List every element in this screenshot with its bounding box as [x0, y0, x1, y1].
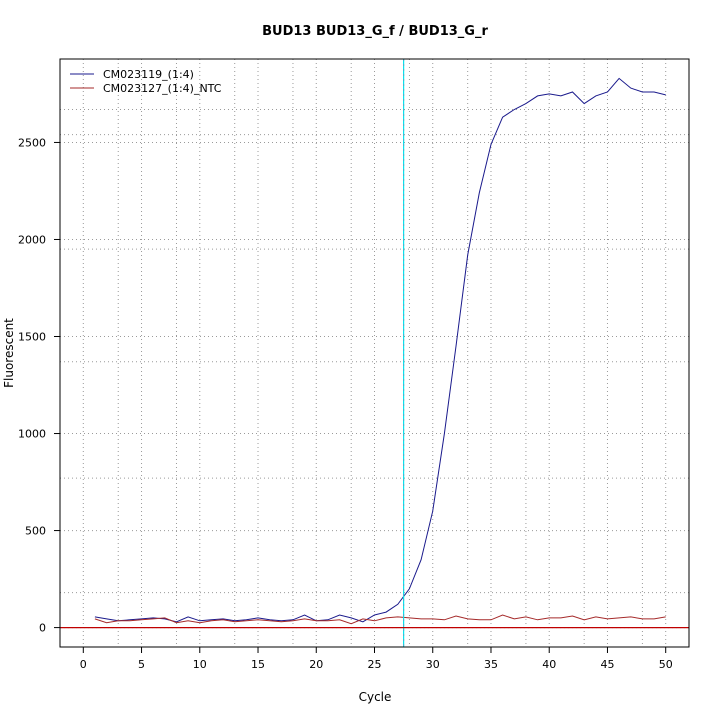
y-tick-label: 1000 — [18, 428, 46, 441]
series-line-1 — [94, 77, 666, 623]
x-tick-label: 0 — [80, 658, 87, 671]
legend-label-1: CM023119_(1:4) — [103, 68, 194, 81]
x-tick-label: 40 — [542, 658, 556, 671]
legend-label-2: CM023127_(1:4)_NTC — [103, 82, 222, 95]
series-layer — [94, 77, 666, 625]
x-tick-label: 30 — [426, 658, 440, 671]
x-axis-label: Cycle — [359, 690, 392, 704]
x-tick-label: 50 — [659, 658, 673, 671]
reference-lines — [60, 59, 689, 647]
grid-layer — [60, 59, 689, 647]
y-tick-label: 500 — [25, 525, 46, 538]
x-tick-label: 45 — [600, 658, 614, 671]
x-tick-label: 20 — [309, 658, 323, 671]
y-axis-label: Fluorescent — [2, 318, 16, 388]
x-tick-label: 5 — [138, 658, 145, 671]
chart-title: BUD13 BUD13_G_f / BUD13_G_r — [262, 24, 488, 39]
x-tick-label: 15 — [251, 658, 265, 671]
x-tick-label: 25 — [368, 658, 382, 671]
x-tick-label: 10 — [193, 658, 207, 671]
y-tick-label: 2000 — [18, 233, 46, 246]
legend: CM023119_(1:4)CM023127_(1:4)_NTC — [70, 68, 222, 95]
y-tick-label: 1500 — [18, 331, 46, 344]
x-tick-label: 35 — [484, 658, 498, 671]
y-tick-label: 2500 — [18, 136, 46, 149]
y-tick-label: 0 — [39, 622, 46, 635]
series-line-2 — [94, 614, 666, 625]
